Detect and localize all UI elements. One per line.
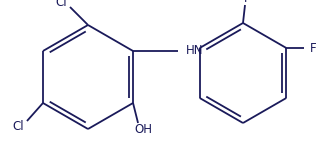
Text: F: F bbox=[244, 0, 250, 5]
Text: F: F bbox=[310, 42, 317, 55]
Text: Cl: Cl bbox=[55, 0, 67, 9]
Text: HN: HN bbox=[186, 44, 204, 58]
Text: OH: OH bbox=[134, 122, 152, 135]
Text: Cl: Cl bbox=[12, 120, 24, 133]
